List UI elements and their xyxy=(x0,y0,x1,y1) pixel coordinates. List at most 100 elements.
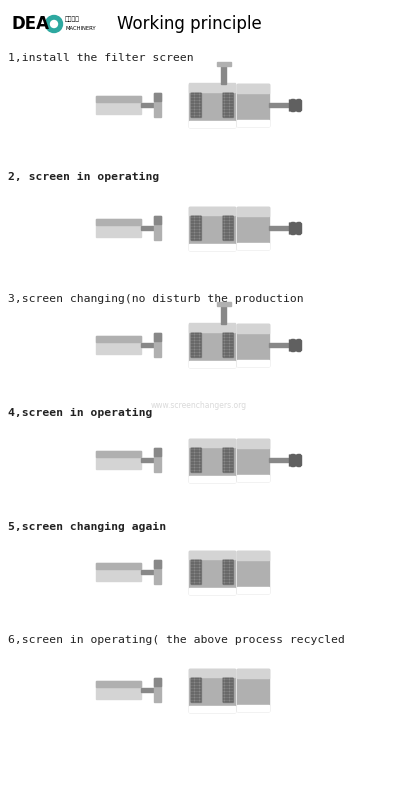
Bar xyxy=(96,336,140,354)
Bar xyxy=(140,570,160,574)
Bar xyxy=(140,342,160,347)
Bar xyxy=(189,669,235,711)
Bar xyxy=(293,110,294,111)
Bar xyxy=(269,342,300,347)
Bar xyxy=(289,340,300,350)
Bar xyxy=(237,84,269,93)
Bar xyxy=(96,681,140,699)
Bar xyxy=(298,465,299,466)
Bar xyxy=(96,681,140,686)
Bar xyxy=(96,336,140,342)
Bar xyxy=(297,110,298,111)
Circle shape xyxy=(51,21,57,27)
Bar xyxy=(191,678,201,702)
Bar xyxy=(217,302,231,306)
Bar xyxy=(154,94,161,117)
Bar xyxy=(297,339,298,340)
Bar xyxy=(189,669,235,677)
Bar xyxy=(221,306,226,323)
Bar xyxy=(290,99,291,100)
Bar xyxy=(299,465,300,466)
Bar xyxy=(96,451,140,469)
Bar xyxy=(292,339,293,340)
Bar xyxy=(237,551,269,593)
Bar xyxy=(140,688,160,692)
Bar xyxy=(237,120,269,126)
Bar xyxy=(291,454,292,455)
Bar xyxy=(237,324,269,333)
Bar xyxy=(299,110,300,111)
Bar xyxy=(290,233,291,234)
Bar xyxy=(191,216,201,240)
Bar xyxy=(191,334,201,357)
Bar xyxy=(237,207,269,249)
Bar xyxy=(154,560,161,584)
Bar xyxy=(293,222,294,223)
Bar xyxy=(293,233,294,234)
Bar xyxy=(292,350,293,351)
Bar xyxy=(291,339,292,340)
Bar xyxy=(189,706,235,711)
Text: 3,screen changing(no disturb the production: 3,screen changing(no disturb the product… xyxy=(8,294,304,304)
Bar xyxy=(237,706,269,710)
Bar xyxy=(292,99,293,100)
Bar xyxy=(237,551,269,560)
Text: Working principle: Working principle xyxy=(117,15,262,33)
Bar xyxy=(297,233,298,234)
Bar xyxy=(296,99,297,100)
Bar xyxy=(189,438,235,447)
Bar xyxy=(96,219,140,237)
Bar xyxy=(189,323,235,332)
Bar xyxy=(269,102,300,107)
Bar xyxy=(298,99,299,100)
Bar xyxy=(298,339,299,340)
Bar xyxy=(191,94,201,117)
Bar xyxy=(296,454,297,455)
Bar xyxy=(299,99,300,100)
Bar xyxy=(290,465,291,466)
Bar xyxy=(297,465,298,466)
Bar xyxy=(297,454,298,455)
Bar xyxy=(292,465,293,466)
Bar xyxy=(296,233,297,234)
Bar xyxy=(292,110,293,111)
Bar xyxy=(237,439,269,448)
Bar xyxy=(237,360,269,366)
Bar xyxy=(237,439,269,481)
Bar xyxy=(96,219,140,225)
Bar xyxy=(296,222,297,223)
Bar xyxy=(237,324,269,366)
Bar xyxy=(296,110,297,111)
Bar xyxy=(299,222,300,223)
Bar xyxy=(296,465,297,466)
Bar xyxy=(237,670,269,710)
Bar xyxy=(237,243,269,249)
Bar xyxy=(191,448,201,472)
Bar xyxy=(237,670,269,678)
Bar xyxy=(96,563,140,569)
Bar xyxy=(154,334,161,357)
Text: MACHINERY: MACHINERY xyxy=(65,26,96,31)
Bar xyxy=(223,678,233,702)
Bar xyxy=(189,83,235,126)
Bar xyxy=(291,465,292,466)
Bar xyxy=(154,678,161,702)
Bar xyxy=(296,339,297,340)
Bar xyxy=(290,110,291,111)
Bar xyxy=(290,339,291,340)
Bar xyxy=(291,233,292,234)
Bar xyxy=(154,678,161,686)
Bar xyxy=(154,448,161,456)
Bar xyxy=(299,454,300,455)
Bar xyxy=(298,454,299,455)
Bar xyxy=(140,458,160,462)
Bar xyxy=(154,216,161,240)
Bar xyxy=(299,350,300,351)
Bar xyxy=(223,94,233,117)
Text: 5,screen changing again: 5,screen changing again xyxy=(8,522,166,532)
Bar xyxy=(291,222,292,223)
Bar xyxy=(298,222,299,223)
Bar xyxy=(140,102,160,107)
Bar xyxy=(237,84,269,126)
Bar xyxy=(221,66,226,83)
